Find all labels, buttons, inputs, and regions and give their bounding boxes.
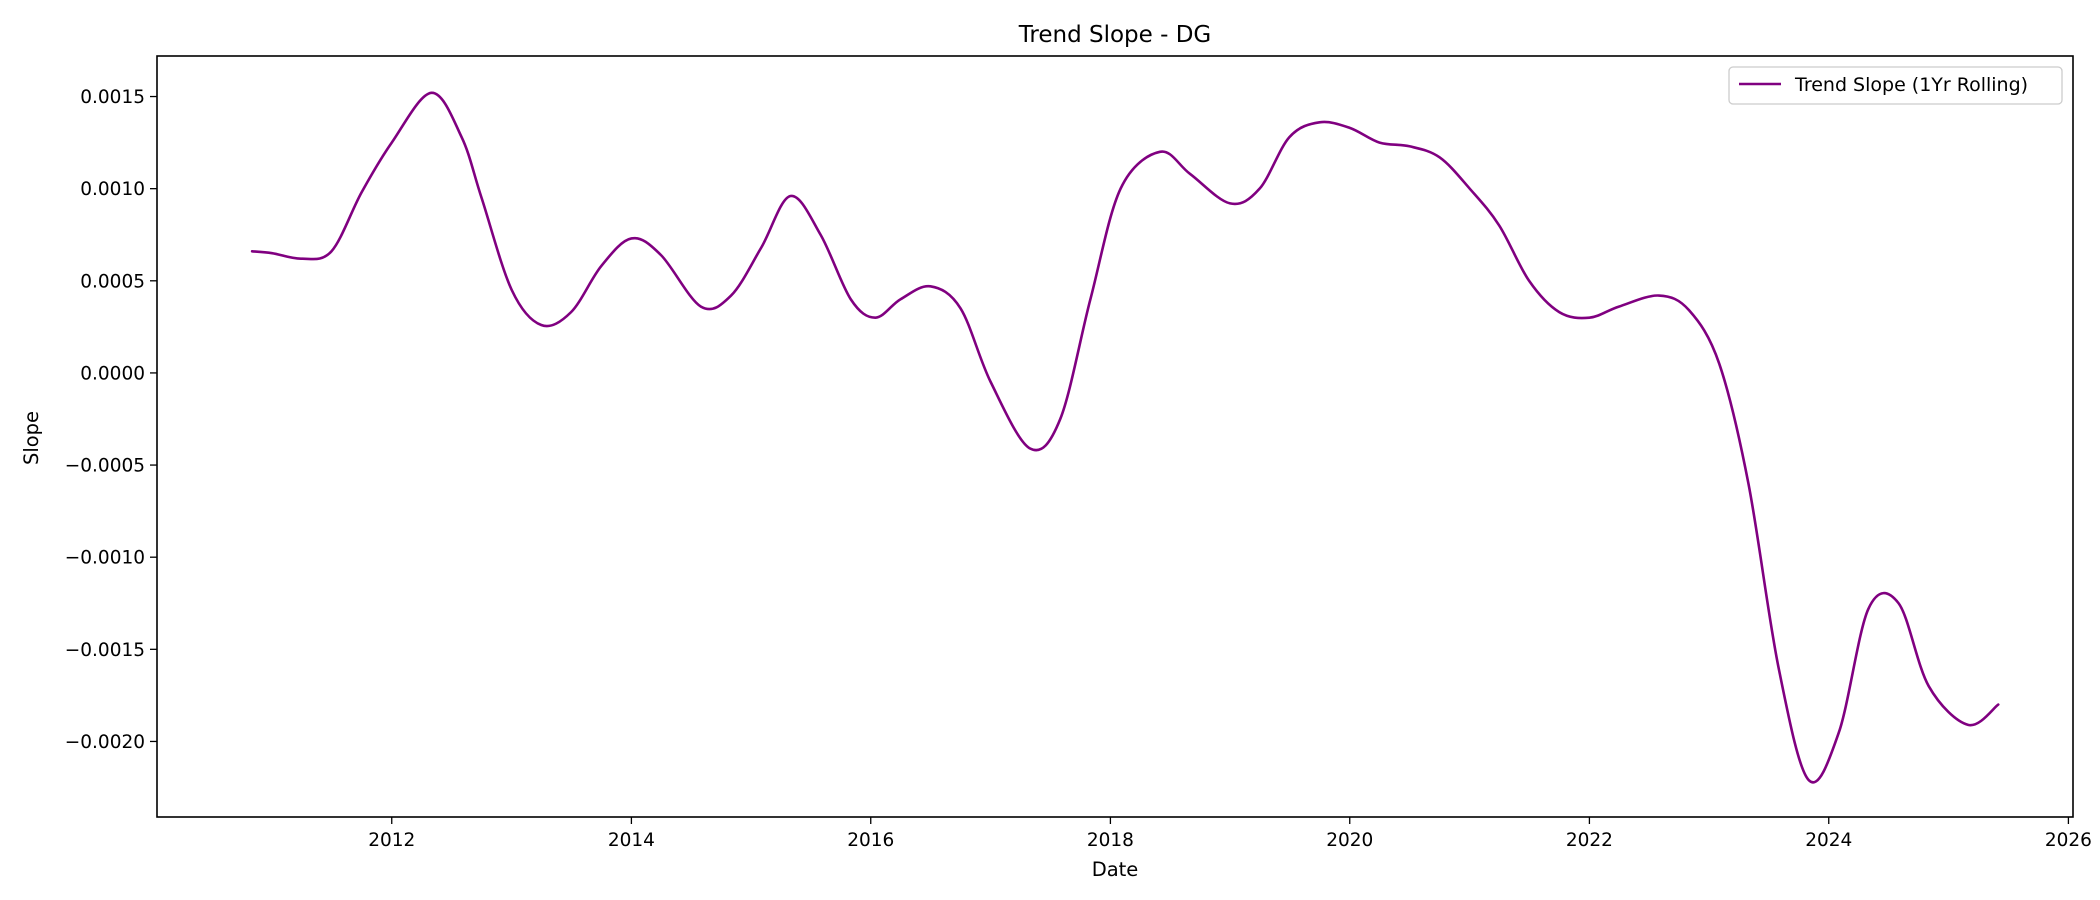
y-axis-title: Slope bbox=[20, 411, 43, 465]
y-tick-label: −0.0015 bbox=[65, 640, 145, 661]
x-tick-label: 2022 bbox=[1566, 830, 1613, 851]
y-tick-label: −0.0020 bbox=[65, 732, 145, 753]
chart-title: Trend Slope - DG bbox=[1018, 22, 1212, 48]
y-axis-ticks: 0.0015 0.0010 0.0005 0.0000 −0.0005 −0.0010 −0… bbox=[65, 87, 157, 753]
plot-frame bbox=[156, 55, 2074, 818]
series-line-trend-slope bbox=[250, 91, 2000, 784]
y-tick-label: 0.0010 bbox=[80, 179, 145, 200]
y-tick-label: −0.0010 bbox=[65, 548, 145, 569]
y-tick-label: −0.0005 bbox=[65, 456, 145, 477]
x-axis-title: Date bbox=[1092, 858, 1139, 881]
legend-label: Trend Slope (1Yr Rolling) bbox=[1794, 74, 2028, 96]
x-tick-label: 2018 bbox=[1087, 830, 1134, 851]
legend-box bbox=[1728, 66, 2063, 105]
y-tick-label: 0.0015 bbox=[80, 87, 145, 108]
y-tick-label: 0.0005 bbox=[80, 271, 145, 292]
legend: Trend Slope (1Yr Rolling) bbox=[1728, 66, 2063, 105]
y-tick-label: 0.0000 bbox=[80, 363, 145, 384]
x-tick-label: 2012 bbox=[368, 830, 415, 851]
x-tick-label: 2016 bbox=[847, 830, 894, 851]
x-axis-ticks: 2012 2014 2016 2018 2020 2022 2024 2026 bbox=[368, 817, 2092, 851]
x-tick-label: 2014 bbox=[608, 830, 655, 851]
x-tick-label: 2026 bbox=[2045, 830, 2092, 851]
x-tick-label: 2020 bbox=[1326, 830, 1373, 851]
plot-area bbox=[250, 91, 2000, 784]
x-tick-label: 2024 bbox=[1805, 830, 1852, 851]
